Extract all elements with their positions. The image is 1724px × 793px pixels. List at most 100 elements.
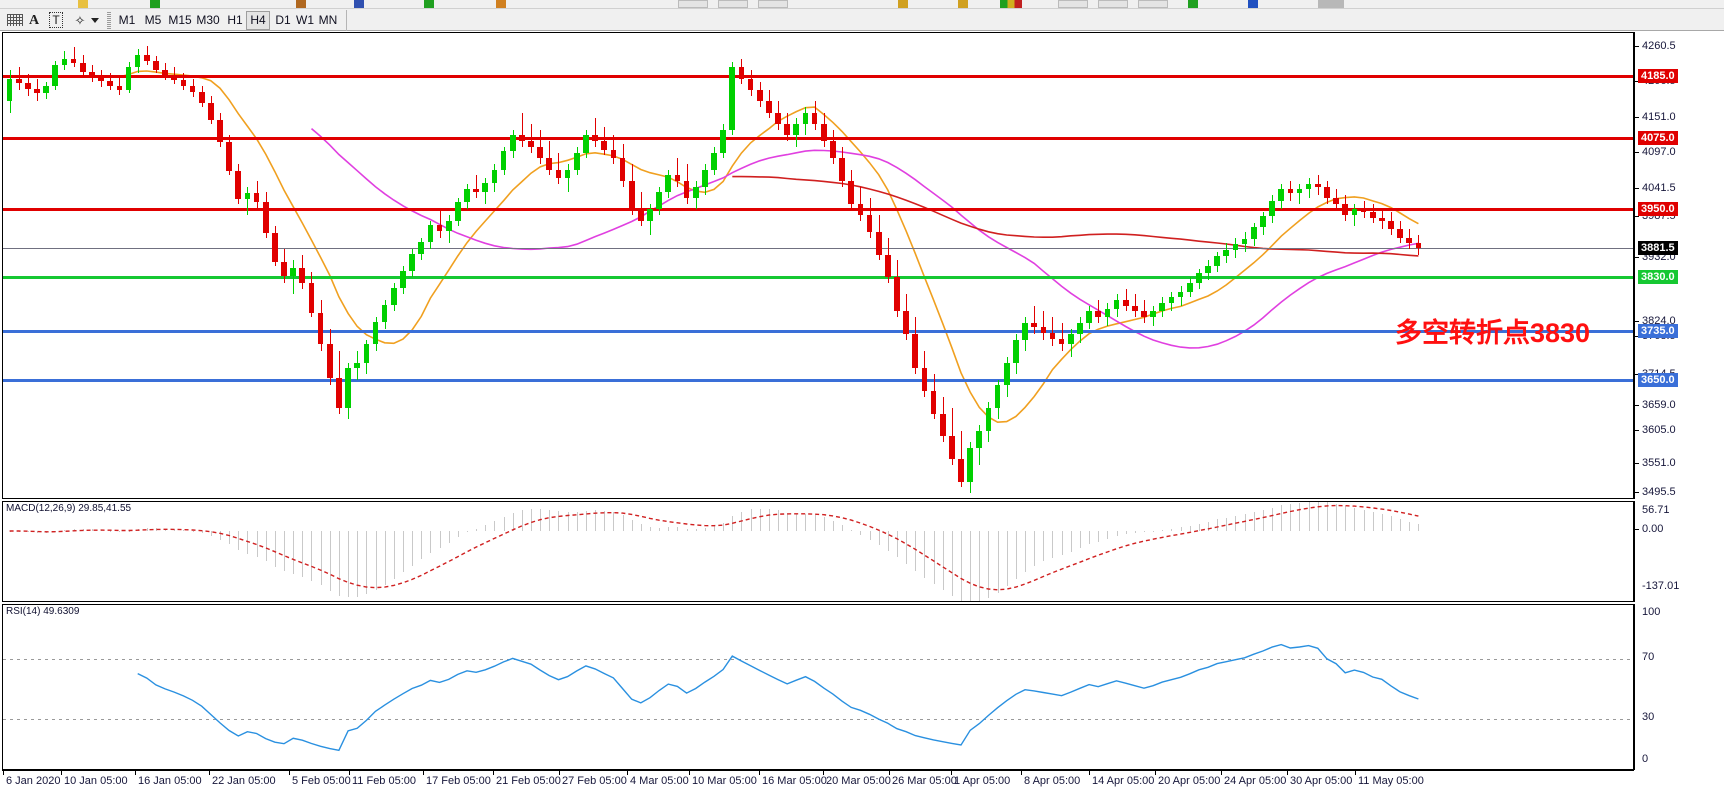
macd-histogram-bar xyxy=(531,508,532,531)
toolbar-chip[interactable] xyxy=(1248,0,1258,8)
price-level-badge-3950-0[interactable]: 3950.0 xyxy=(1638,202,1678,217)
scale-tick xyxy=(1635,492,1639,493)
chevron-down-icon[interactable] xyxy=(88,10,102,31)
timeframe-m30[interactable]: M30 xyxy=(196,13,220,27)
price-level-badge-4075-0[interactable]: 4075.0 xyxy=(1638,131,1678,146)
candle-body xyxy=(381,304,388,322)
price-level-badge-3650-0[interactable]: 3650.0 xyxy=(1638,372,1678,387)
price-axis-scale[interactable]: 4260.54206.54151.04097.04041.53987.53932… xyxy=(1634,32,1724,529)
price-level-line-3735-0[interactable] xyxy=(3,330,1633,334)
timeframe-h1[interactable]: H1 xyxy=(227,13,243,27)
price-level-badge-3735-0[interactable]: 3735.0 xyxy=(1638,324,1678,339)
candle-wick xyxy=(604,126,605,156)
candle-body xyxy=(34,88,40,93)
current-price-badge[interactable]: 3881.5 xyxy=(1638,241,1678,256)
candle-body xyxy=(949,436,955,460)
macd-histogram-bar xyxy=(1226,517,1227,531)
toolbar-chip[interactable] xyxy=(678,0,708,8)
rsi-axis-scale[interactable]: 100 70 30 0 xyxy=(1634,604,1724,770)
price-level-line-4185-0[interactable] xyxy=(3,74,1633,78)
macd-chart-canvas xyxy=(9,504,1419,591)
toolbar-chip[interactable] xyxy=(1058,0,1088,8)
macd-histogram-bar xyxy=(769,508,770,531)
scale-tick xyxy=(1635,216,1639,217)
toolbar-chip[interactable] xyxy=(354,0,364,8)
time-axis[interactable]: 6 Jan 2020 10 Jan 05:00 16 Jan 05:00 22 Jan… xyxy=(2,770,1634,793)
candle-wick xyxy=(440,209,441,238)
toolbar-chip[interactable] xyxy=(1098,0,1128,8)
price-level-badge-4185-0[interactable]: 4185.0 xyxy=(1638,68,1678,83)
macd-histogram-bar xyxy=(1007,530,1008,587)
candle-wick xyxy=(522,112,523,147)
macd-histogram-bar xyxy=(385,530,386,585)
toolbar-chip[interactable] xyxy=(424,0,434,8)
macd-histogram-bar xyxy=(1208,521,1209,531)
timeframe-d1[interactable]: D1 xyxy=(275,13,291,27)
timeframe-w1[interactable]: W1 xyxy=(296,13,314,27)
candle-body xyxy=(747,78,754,91)
macd-histogram-bar xyxy=(1144,530,1145,533)
price-level-line-4075-0[interactable] xyxy=(3,137,1633,141)
candle-body xyxy=(1022,322,1028,340)
toolbar-chip[interactable] xyxy=(150,0,160,8)
time-axis-tick xyxy=(135,771,136,775)
text-box-icon[interactable]: T xyxy=(46,10,66,31)
price-level-badge-3830-0[interactable]: 3830.0 xyxy=(1638,270,1678,285)
timeframe-mn[interactable]: MN xyxy=(318,13,338,27)
candle-body xyxy=(1086,311,1092,323)
candle-body xyxy=(848,180,855,204)
candle-body xyxy=(272,233,278,262)
text-label-icon[interactable]: A xyxy=(28,13,40,28)
candle-body xyxy=(52,64,59,86)
crosshair-grid-icon[interactable] xyxy=(4,10,26,31)
price-level-line-3881-5[interactable] xyxy=(3,248,1633,250)
toolbar-chip[interactable] xyxy=(898,0,908,8)
candle-body xyxy=(290,268,296,277)
candle-body xyxy=(967,447,973,482)
candle-body xyxy=(1378,217,1385,221)
toolbar-chip[interactable] xyxy=(1000,0,1022,8)
timeframe-m15[interactable]: M15 xyxy=(168,13,192,27)
time-axis-tick xyxy=(1221,771,1222,775)
toolbar-chip[interactable] xyxy=(1318,0,1344,8)
macd-pane[interactable]: MACD(12,26,9) 29.85,41.55 xyxy=(2,501,1634,602)
candle-body xyxy=(610,149,617,159)
candle-body xyxy=(25,83,31,89)
macd-histogram-bar xyxy=(284,530,285,572)
timeframe-m5[interactable]: M5 xyxy=(144,13,162,27)
toolbar-chip[interactable] xyxy=(758,0,788,8)
toolbar-chip[interactable] xyxy=(1138,0,1168,8)
candle-body xyxy=(1077,322,1083,335)
toolbar-chip[interactable] xyxy=(78,0,88,8)
price-level-line-3950-0[interactable] xyxy=(3,208,1633,212)
macd-histogram-bar xyxy=(1400,518,1401,531)
toolbar-chip[interactable] xyxy=(296,0,306,8)
candle-body xyxy=(1397,229,1403,238)
toolbar-chip[interactable] xyxy=(718,0,748,8)
macd-histogram-bar xyxy=(714,526,715,531)
timeframe-h4[interactable]: H4 xyxy=(246,11,270,30)
macd-histogram-bar xyxy=(1171,528,1172,531)
candle-body xyxy=(455,202,461,221)
candle-body xyxy=(592,135,598,142)
price-level-line-3650-0[interactable] xyxy=(3,378,1633,382)
macd-label: MACD(12,26,9) 29.85,41.55 xyxy=(6,503,132,514)
candle-wick xyxy=(1062,322,1063,352)
price-scale-label: 3605.0 xyxy=(1642,424,1676,436)
macd-axis-scale[interactable]: 56.71 0.00 -137.01 xyxy=(1634,501,1724,602)
toolbar-chip[interactable] xyxy=(1188,0,1198,8)
rsi-pane[interactable]: RSI(14) 49.6309 xyxy=(2,604,1634,770)
candle-body xyxy=(692,186,699,198)
candle-wick xyxy=(613,135,614,164)
candle-wick xyxy=(1034,305,1035,335)
macd-histogram-bar xyxy=(1199,523,1200,531)
toolbar-chip[interactable] xyxy=(958,0,968,8)
objects-icon[interactable]: ✧ xyxy=(74,13,86,28)
toolbar-chip[interactable] xyxy=(496,0,506,8)
price-pane[interactable]: 多空转折点3830 xyxy=(2,32,1634,499)
price-level-line-3830-0[interactable] xyxy=(3,276,1633,280)
timeframe-m1[interactable]: M1 xyxy=(118,13,136,27)
candle-wick xyxy=(1098,300,1099,323)
candle-body xyxy=(509,135,516,152)
price-scale-label: 3824.0 xyxy=(1642,315,1676,327)
